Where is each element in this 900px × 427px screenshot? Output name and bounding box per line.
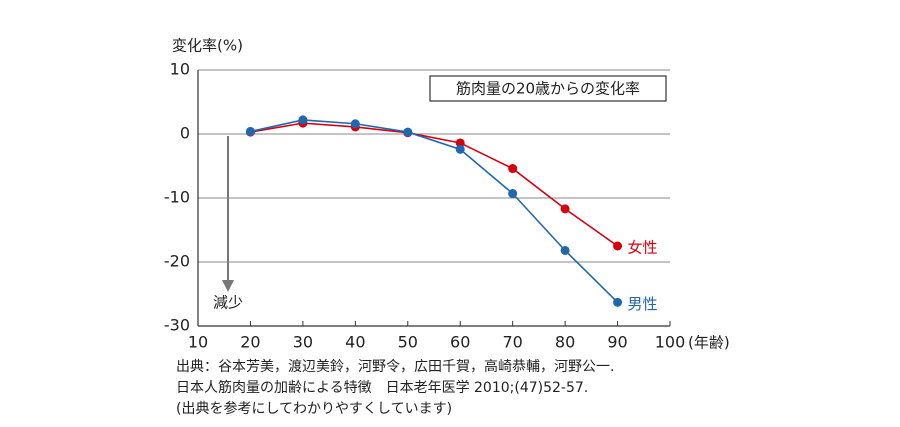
data-point bbox=[245, 126, 255, 136]
data-point bbox=[298, 115, 308, 125]
series-label: 女性 bbox=[628, 239, 658, 257]
x-tick-label: 10 bbox=[188, 333, 208, 352]
x-tick-label: 90 bbox=[607, 333, 627, 352]
chart-title: 筋肉量の20歳からの変化率 bbox=[456, 80, 640, 98]
series-label: 男性 bbox=[628, 295, 658, 313]
y-tick-label: -10 bbox=[164, 188, 190, 207]
decrease-arrow-head bbox=[222, 280, 234, 292]
x-tick-label: 40 bbox=[345, 333, 365, 352]
data-point bbox=[403, 127, 413, 137]
data-point bbox=[613, 241, 623, 251]
data-point bbox=[508, 164, 518, 174]
y-axis-label: 変化率(%) bbox=[172, 37, 243, 55]
x-tick-label: 20 bbox=[240, 333, 260, 352]
data-point bbox=[350, 119, 360, 129]
data-point bbox=[560, 245, 570, 255]
data-point bbox=[455, 144, 465, 154]
x-tick-label: 30 bbox=[293, 333, 313, 352]
x-axis-label: (年齢) bbox=[688, 334, 730, 352]
note: (出典を参考にしてわかりやすくしています) bbox=[176, 400, 452, 417]
x-tick-label: 50 bbox=[398, 333, 418, 352]
note: 出典：谷本芳美，渡辺美鈴，河野令，広田千賀，高崎恭輔，河野公一. bbox=[176, 358, 614, 375]
x-tick-label: 70 bbox=[502, 333, 522, 352]
data-point bbox=[560, 204, 570, 214]
y-tick-label: -20 bbox=[164, 252, 190, 271]
series-line bbox=[250, 119, 619, 303]
y-tick-label: 10 bbox=[170, 60, 190, 79]
x-tick-label: 80 bbox=[555, 333, 575, 352]
title-box bbox=[429, 75, 667, 102]
series-line bbox=[250, 122, 619, 247]
x-tick-label: 60 bbox=[450, 333, 470, 352]
y-tick-label: 0 bbox=[180, 124, 190, 143]
data-point bbox=[508, 189, 518, 199]
x-tick-label: 100 bbox=[655, 333, 686, 352]
arrow-label: 減少 bbox=[213, 294, 243, 312]
note: 日本人筋肉量の加齢による特徴 日本老年医学 2010;(47)52-57. bbox=[176, 379, 588, 396]
y-tick-label: -30 bbox=[164, 316, 190, 335]
data-point bbox=[455, 138, 465, 148]
data-point bbox=[613, 297, 623, 307]
